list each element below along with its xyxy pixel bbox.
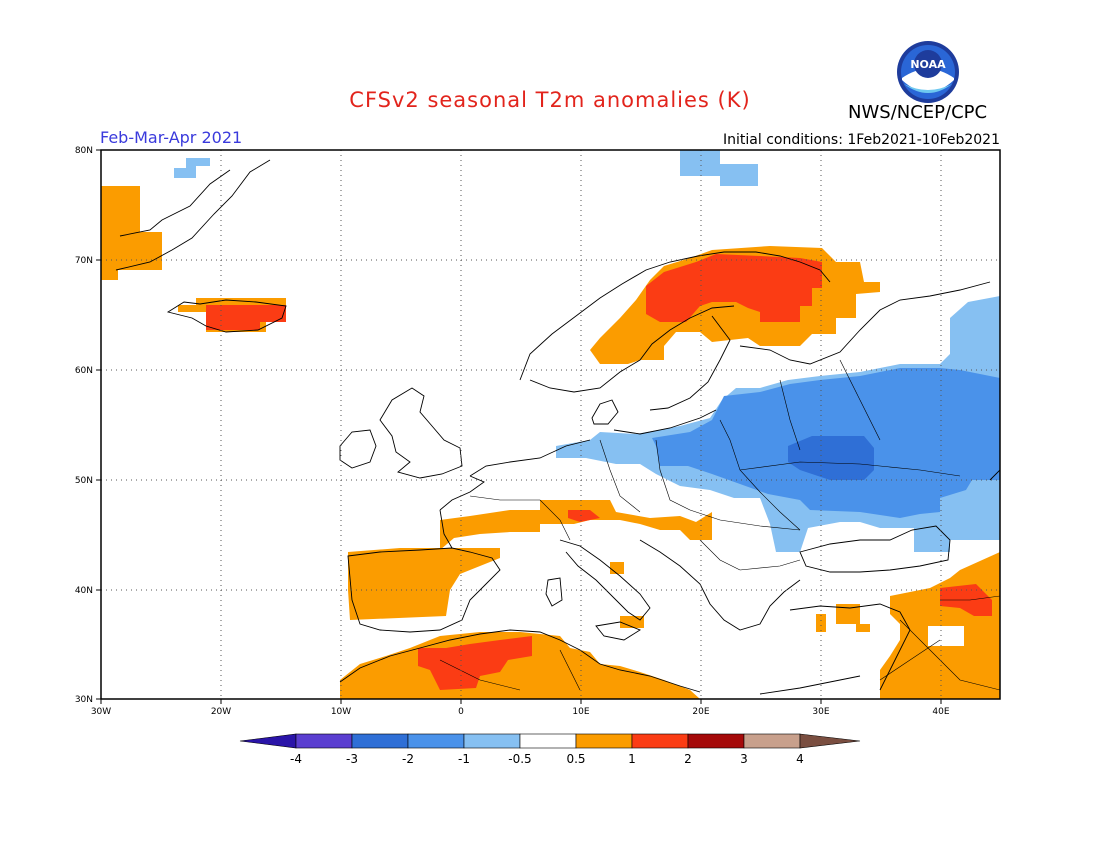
colorbar-segment — [351, 733, 409, 749]
longitude-labels: 30W 20W 10W 0 10E 20E 30E 40E — [91, 707, 950, 717]
map-frame — [100, 149, 1001, 700]
colorbar-arrow-right — [799, 733, 861, 749]
colorbar-segment — [519, 733, 577, 749]
lat-label: 30N — [75, 695, 93, 705]
lon-label: 20W — [211, 707, 231, 717]
colorbar-label: 0.5 — [566, 752, 585, 766]
latitude-labels: 30N 40N 50N 60N 70N 80N — [75, 146, 93, 705]
colorbar-label: -3 — [346, 752, 358, 766]
colorbar-label: -2 — [402, 752, 414, 766]
tick-marks — [96, 149, 942, 704]
borders — [439, 359, 1000, 691]
lon-label: 30W — [91, 707, 111, 717]
lat-label: 70N — [75, 256, 93, 266]
season-label: Feb-Mar-Apr 2021 — [100, 128, 243, 147]
colorbar-label: -4 — [290, 752, 302, 766]
colorbar-label: -0.5 — [508, 752, 531, 766]
colorbar-arrow-left — [239, 733, 297, 749]
colorbar-segment — [463, 733, 521, 749]
colorbar-segment — [631, 733, 689, 749]
colorbar-segment — [407, 733, 465, 749]
colorbar-segment — [687, 733, 745, 749]
lat-label: 50N — [75, 476, 93, 486]
initial-conditions-label: Initial conditions: 1Feb2021-10Feb2021 — [723, 132, 1000, 148]
colorbar-label: 2 — [684, 752, 692, 766]
map-title: CFSv2 seasonal T2m anomalies (K) — [349, 88, 751, 112]
anomaly-field — [101, 150, 1000, 699]
lon-label: 10E — [572, 707, 589, 717]
lon-label: 0 — [458, 707, 464, 717]
lat-label: 60N — [75, 366, 93, 376]
colorbar-segment — [575, 733, 633, 749]
lon-label: 40E — [932, 707, 949, 717]
lon-label: 10W — [331, 707, 351, 717]
coastlines — [115, 159, 1000, 695]
colorbar-label: 1 — [628, 752, 636, 766]
colorbar-label: 3 — [740, 752, 748, 766]
colorbar: -4 -3 -2 -1 -0.5 0.5 1 2 3 4 — [239, 733, 861, 766]
colorbar-segment — [295, 733, 353, 749]
agency-label: NWS/NCEP/CPC — [848, 102, 988, 123]
lat-label: 40N — [75, 586, 93, 596]
lat-label: 80N — [75, 146, 93, 156]
noaa-logo-icon: NOAA — [897, 41, 959, 103]
colorbar-label: -1 — [458, 752, 470, 766]
lon-label: 30E — [812, 707, 829, 717]
colorbar-segment — [743, 733, 801, 749]
colorbar-label: 4 — [796, 752, 804, 766]
lon-label: 20E — [692, 707, 709, 717]
svg-text:NOAA: NOAA — [910, 58, 946, 71]
